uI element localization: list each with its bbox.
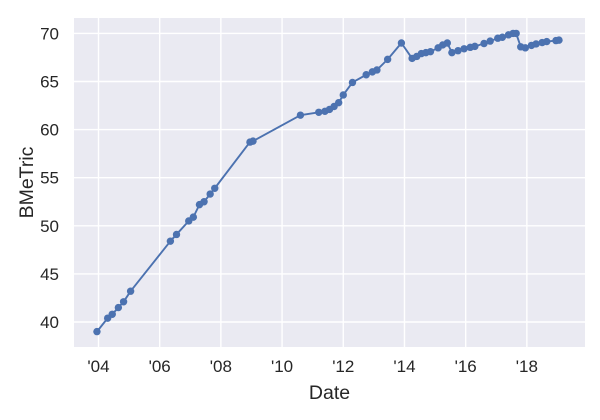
data-point-marker	[397, 39, 406, 47]
data-point-marker	[200, 198, 208, 206]
data-point-marker	[512, 29, 520, 38]
data-point-marker	[480, 39, 488, 48]
data-point-marker	[334, 98, 343, 107]
data-point-marker	[373, 66, 381, 74]
data-point-marker	[555, 36, 563, 44]
data-point-marker	[211, 184, 219, 192]
y-tick-label: 50	[40, 217, 59, 236]
y-axis-tick-labels: 40 45 50 55 60 65 70	[40, 24, 59, 332]
x-tick-label: '06	[149, 357, 171, 376]
data-point-marker	[93, 327, 101, 336]
x-tick-label: '10	[271, 357, 293, 376]
y-tick-label: 55	[40, 169, 59, 188]
x-axis-tick-labels: '04 '06 '08 '10 '12 '14 '16 '18	[87, 357, 538, 376]
x-tick-label: '08	[210, 357, 232, 376]
gridlines	[74, 18, 585, 347]
data-point-marker	[172, 230, 181, 239]
y-axis-label: BMeTric	[16, 146, 38, 218]
data-point-marker	[339, 91, 347, 99]
data-point-marker	[126, 287, 135, 295]
data-point-marker	[486, 37, 494, 45]
data-point-marker	[443, 39, 452, 47]
data-point-marker	[114, 303, 123, 312]
data-point-marker	[426, 47, 435, 56]
y-tick-label: 40	[40, 313, 59, 332]
data-point-marker	[108, 310, 116, 318]
data-point-marker	[383, 55, 392, 64]
data-point-marker	[249, 137, 257, 145]
data-series	[93, 29, 563, 336]
y-tick-label: 45	[40, 265, 59, 284]
data-point-marker	[189, 213, 198, 221]
data-point-marker	[315, 108, 323, 116]
data-point-marker	[362, 71, 370, 79]
data-point-marker	[498, 33, 507, 41]
plot-area-background	[74, 18, 585, 347]
data-point-marker	[296, 111, 305, 119]
data-point-marker	[521, 44, 530, 52]
data-point-marker	[532, 40, 540, 48]
data-point-marker	[454, 47, 462, 55]
x-tick-label: '12	[332, 357, 354, 376]
data-point-marker	[471, 42, 479, 51]
data-point-marker	[543, 37, 551, 46]
data-point-marker	[460, 45, 468, 53]
y-tick-label: 60	[40, 121, 59, 140]
data-point-marker	[206, 190, 214, 198]
data-point-marker	[119, 298, 128, 306]
y-tick-label: 70	[40, 24, 59, 43]
x-tick-label: '16	[455, 357, 477, 376]
x-tick-label: '18	[516, 357, 538, 376]
y-tick-label: 65	[40, 72, 59, 91]
data-point-marker	[448, 48, 456, 57]
x-axis-label: Date	[309, 382, 350, 404]
data-point-marker	[166, 237, 175, 245]
data-point-marker	[348, 78, 357, 87]
x-tick-label: '04	[87, 357, 109, 376]
x-tick-label: '14	[393, 357, 415, 376]
